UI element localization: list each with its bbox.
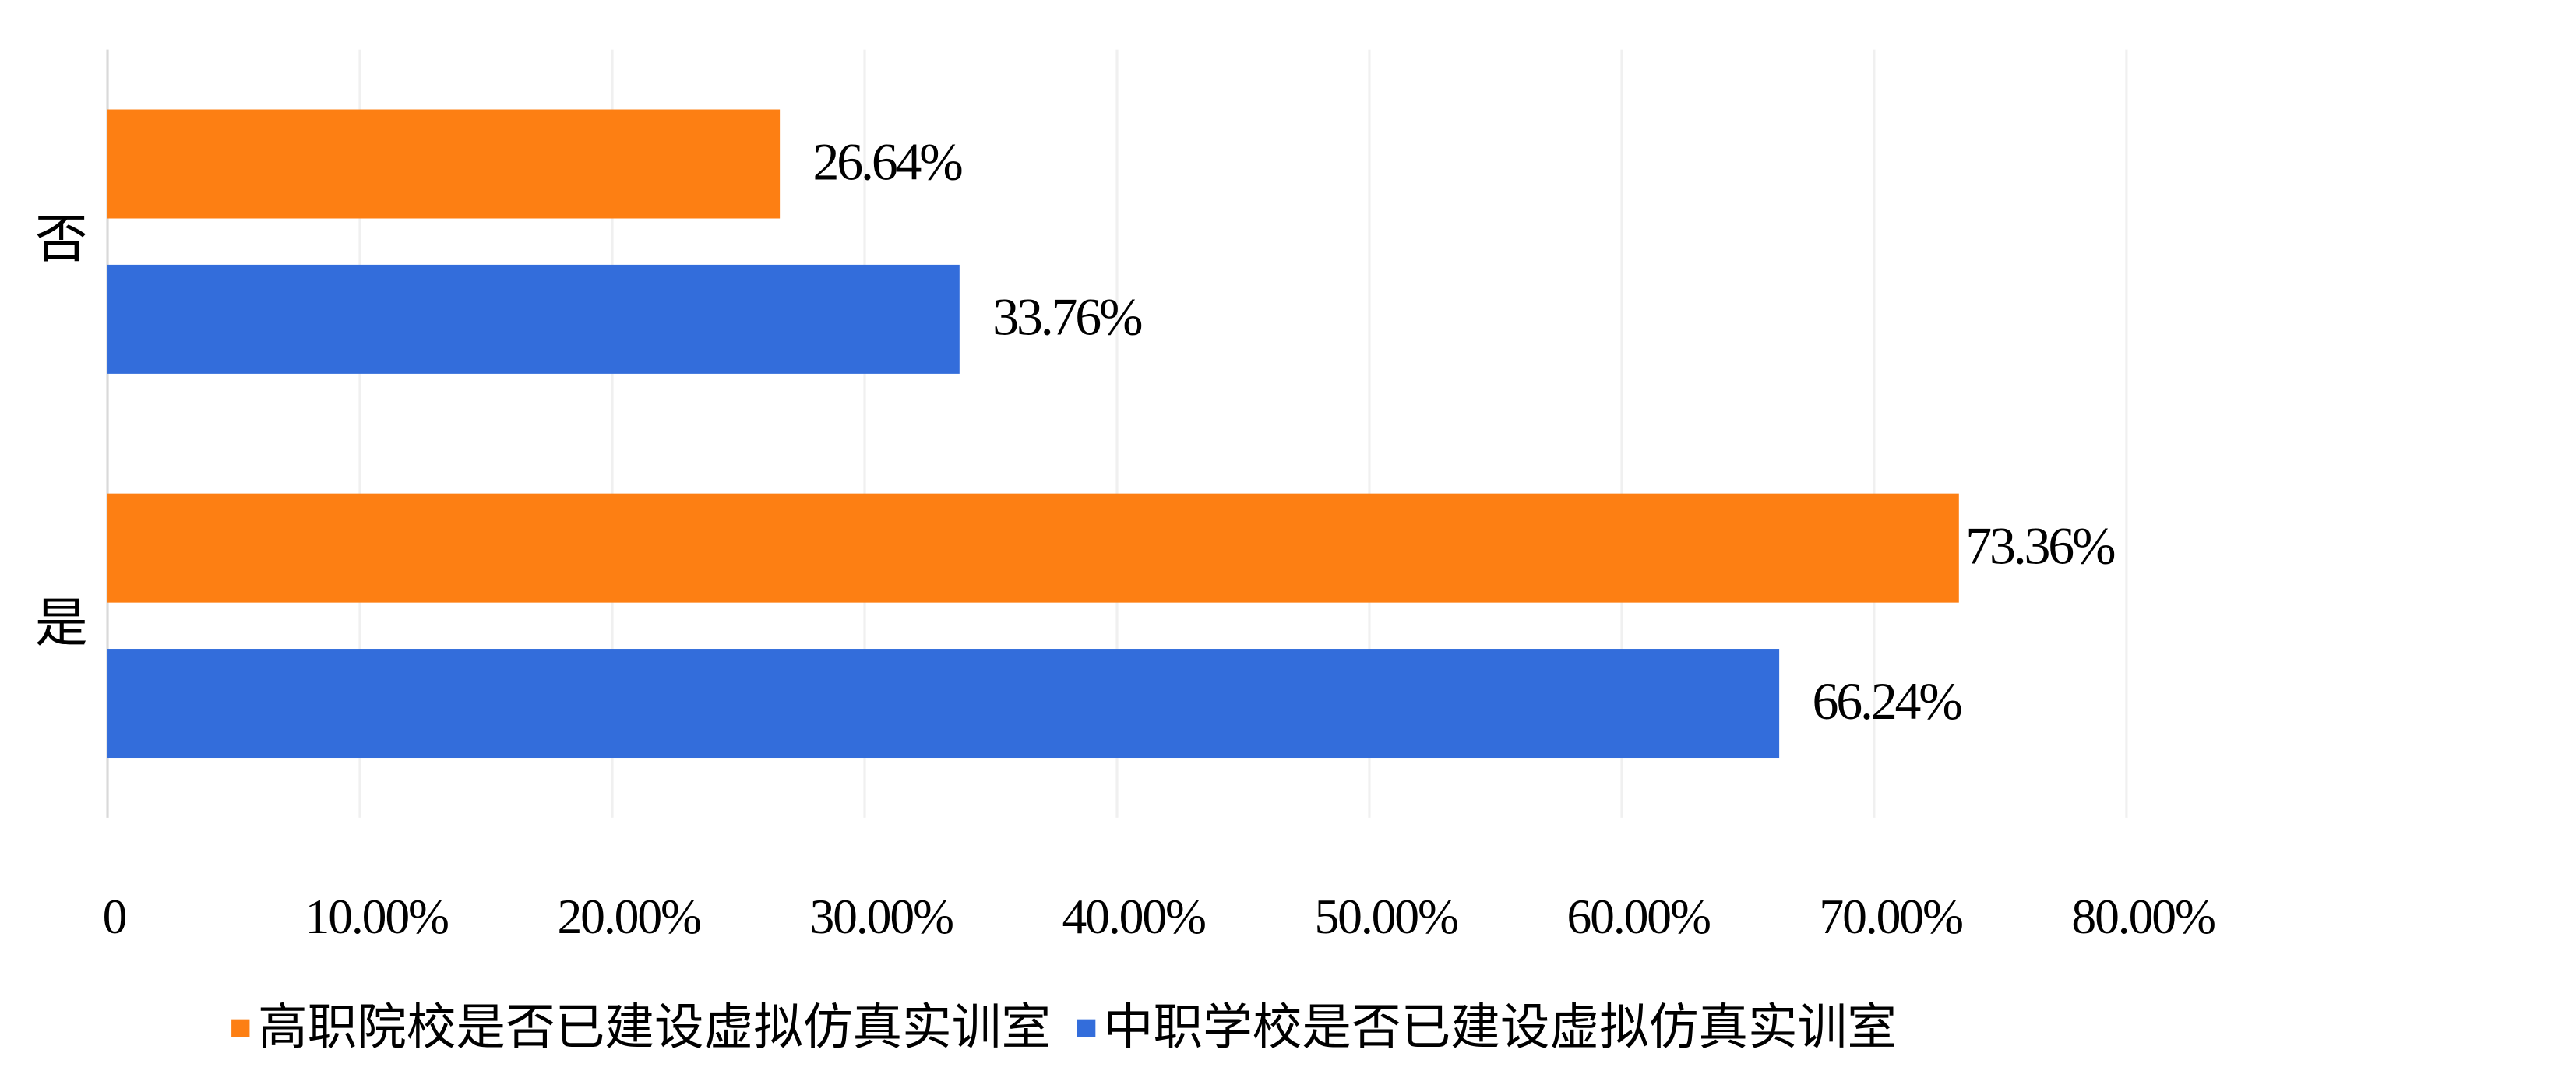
value-label: 26.64%: [813, 132, 963, 191]
legend-swatch: [231, 1019, 250, 1038]
bar: [107, 264, 960, 374]
x-tick-label: 60.00%: [1566, 889, 1710, 944]
x-tick-label: 50.00%: [1314, 889, 1457, 944]
x-tick-label: 40.00%: [1062, 889, 1205, 944]
x-tick-label: 80.00%: [2071, 889, 2215, 944]
bar: [107, 109, 781, 219]
x-tick-label: 0: [103, 889, 126, 944]
bar: [107, 493, 1959, 603]
x-tick-label: 70.00%: [1819, 889, 1962, 944]
x-tick-label: 20.00%: [557, 889, 700, 944]
value-label: 73.36%: [1965, 516, 2115, 575]
value-label: 33.76%: [992, 288, 1142, 347]
legend-label: 高职院校是否已建设虚拟仿真实训室: [258, 999, 1051, 1055]
bar: [107, 649, 1780, 759]
value-label: 66.24%: [1813, 672, 1962, 731]
x-tick-label: 30.00%: [809, 889, 953, 944]
y-tick-label: 是: [35, 594, 88, 653]
y-tick-label: 否: [35, 210, 88, 269]
legend-swatch: [1077, 1019, 1096, 1038]
legend-label: 中职学校是否已建设虚拟仿真实训室: [1104, 999, 1897, 1055]
x-tick-label: 10.00%: [305, 889, 449, 944]
